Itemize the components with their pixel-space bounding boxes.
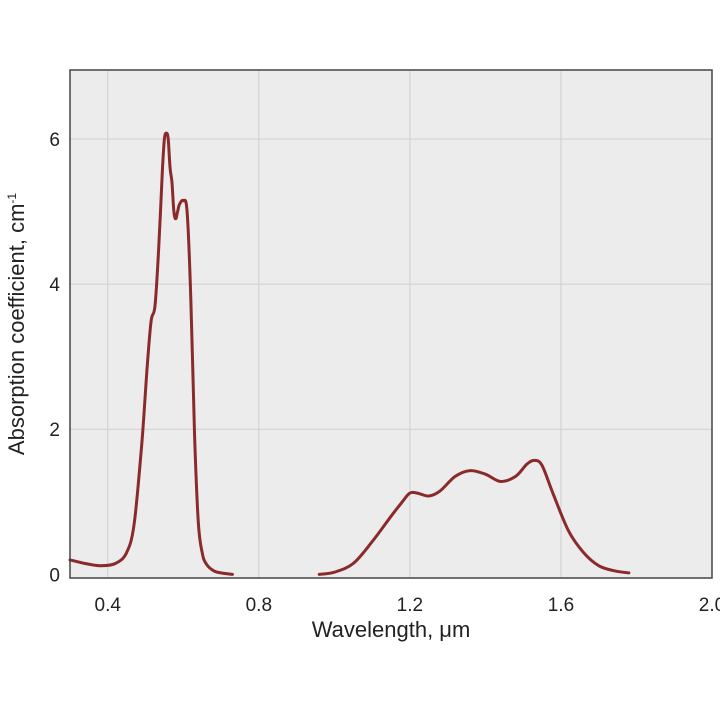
y-axis-label-superscript: -1 [5,193,19,204]
y-axis-label: Absorption coefficient, cm-1 [4,193,29,455]
y-axis-label-text: Absorption coefficient, cm [4,204,29,456]
y-tick-label: 4 [49,275,60,296]
y-tick-label: 0 [49,565,60,586]
plot-area [70,70,712,578]
y-tick-label: 6 [49,130,60,151]
absorption-curve-segment-1 [68,131,234,576]
plot-frame [69,69,713,579]
y-tick-label: 2 [49,420,60,441]
x-tick-label: 0.8 [246,595,272,616]
x-tick-label: 1.6 [548,595,574,616]
series-group [68,131,631,576]
x-axis-label: Wavelength, μm [312,617,471,642]
x-tick-label: 2.0 [699,595,720,616]
x-tick-label: 0.4 [95,595,122,616]
x-axis-ticks: 0.4 0.8 1.2 1.6 2.0 [95,595,720,616]
y-axis-ticks: 0 2 4 6 [49,130,60,586]
x-tick-label: 1.2 [397,595,423,616]
grid [70,70,712,578]
absorption-curve-segment-2 [317,458,631,576]
